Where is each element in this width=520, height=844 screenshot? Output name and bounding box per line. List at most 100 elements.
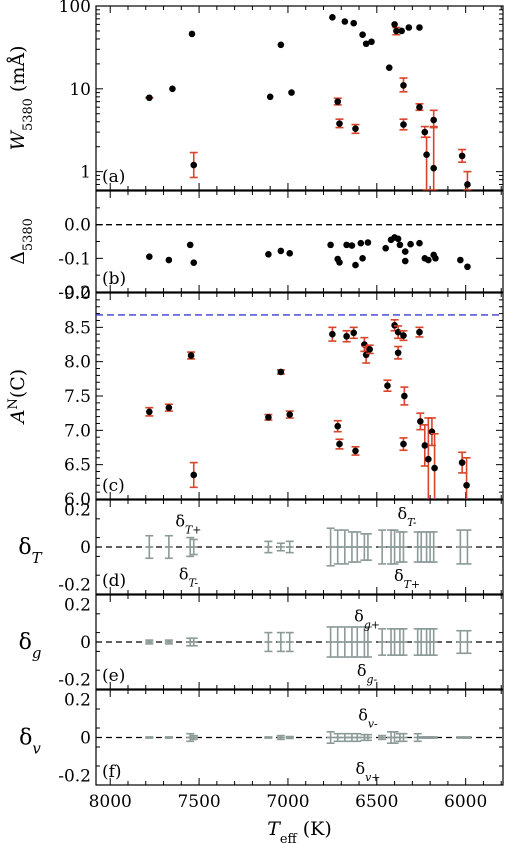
y-axis-label-part: δ (19, 630, 32, 655)
y-tick-label: 10 (69, 80, 91, 100)
y-tick-label-part: 0 (80, 633, 91, 653)
data-point (393, 27, 400, 35)
y-tick-label: 0.2 (64, 595, 91, 615)
y-axis-label: δv (19, 726, 41, 758)
annotation-label-part: δ (394, 566, 404, 585)
data-point (336, 259, 343, 266)
data-point (457, 256, 464, 264)
plot-frame (95, 292, 504, 500)
annotation-label: δv+ (355, 759, 380, 784)
data-point (464, 263, 471, 271)
data-point (266, 93, 274, 101)
panel-label-part: (d) (102, 571, 126, 591)
data-point (405, 24, 413, 31)
y-axis-label-part: Δ (7, 251, 29, 265)
y-tick-label-part: -0.2 (58, 283, 91, 303)
data-point (286, 249, 294, 257)
annotation-label: δg+ (354, 607, 380, 632)
data-point (417, 418, 424, 425)
annotation-label: δT- (397, 504, 416, 529)
panel-label: (f) (102, 762, 122, 782)
data-point (165, 256, 173, 264)
panel-label: (d) (102, 571, 126, 591)
data-point (352, 125, 359, 132)
y-tick-label-part: -0.2 (58, 767, 91, 787)
y-axis-label: AN(C) (6, 369, 30, 425)
y-tick-label-part: -0.1 (58, 249, 91, 269)
data-point (396, 241, 404, 249)
x-axis-label-part: (K) (297, 818, 332, 840)
data-point (336, 440, 343, 448)
annotation-label-part: δ (397, 504, 407, 523)
annotation-label: δT+ (394, 566, 420, 591)
data-point (401, 248, 409, 255)
y-tick-label-part: 6.0 (64, 490, 91, 510)
panel-label-part: (f) (102, 762, 122, 782)
data-point (421, 442, 429, 449)
annotation-label-part: v+ (365, 770, 380, 783)
data-point (398, 27, 405, 35)
y-tick-label: 0.2 (64, 691, 91, 711)
panel-label-part: (b) (102, 269, 126, 289)
y-axis-label-part: N (6, 398, 21, 409)
data-point (391, 21, 398, 28)
data-point (277, 368, 285, 376)
y-tick-label: 6.5 (64, 456, 91, 476)
y-tick-label: -0.2 (58, 283, 91, 303)
y-axis-label-part: δ (18, 535, 31, 560)
annotation-label-part: δ (179, 564, 189, 583)
panel-label-part: (a) (102, 167, 125, 187)
data-point (425, 455, 432, 463)
y-tick-label: 0 (80, 633, 91, 653)
data-point (394, 349, 402, 357)
x-tick-label-part: 7000 (266, 792, 309, 812)
data-point (265, 250, 272, 258)
data-point (348, 242, 356, 249)
y-axis-label-part: v (32, 740, 41, 758)
panel-a: 1 10 100 W5380 (mÅ) (a) (7, 0, 504, 191)
data-point (341, 18, 349, 25)
data-point (425, 256, 432, 264)
y-tick-label-part: -0.2 (58, 576, 91, 596)
y-axis-label-part: δ (19, 726, 32, 751)
y-tick-label: 7.0 (64, 421, 91, 441)
data-point (288, 89, 295, 96)
data-point (430, 164, 437, 172)
y-tick-label: 8.0 (64, 353, 91, 373)
x-tick-label: 7000 (266, 792, 309, 812)
y-tick-label-part: -0.2 (58, 671, 91, 691)
data-point (458, 459, 466, 466)
y-axis-label: δg (19, 630, 42, 662)
annotation-label-part: T+ (185, 523, 201, 536)
annotation-label: δv- (358, 706, 378, 731)
annotation-label-part: T- (407, 516, 417, 529)
y-axis-label-part: 5380 (21, 218, 36, 251)
data-point (334, 422, 342, 430)
data-point (327, 241, 334, 249)
data-point (364, 239, 372, 246)
y-tick-label: -0.1 (58, 249, 91, 269)
annotation-label: δT- (179, 564, 198, 589)
y-tick-label: 0.0 (64, 216, 91, 236)
y-axis-label-part: (C) (7, 369, 29, 398)
x-tick-label: 6500 (355, 792, 398, 812)
y-tick-label: 7.5 (64, 387, 91, 407)
annotation-label-part: g- (367, 673, 378, 686)
data-point (334, 98, 342, 105)
panel-label: (a) (102, 167, 125, 187)
annotation-label-part: δ (357, 661, 367, 680)
y-tick-label: 0 (80, 538, 91, 558)
y-tick-label: -0.2 (58, 671, 91, 691)
data-point (430, 116, 437, 124)
y-axis-label-part: W (7, 130, 29, 151)
y-axis-label-part: A (7, 409, 29, 425)
data-point (186, 241, 194, 249)
y-tick-label-part: 100 (59, 0, 91, 17)
y-tick-label: 6.0 (64, 490, 91, 510)
data-point (394, 235, 402, 243)
data-point (362, 40, 370, 48)
data-point (352, 447, 359, 455)
data-point (382, 244, 389, 252)
data-point (385, 64, 393, 71)
